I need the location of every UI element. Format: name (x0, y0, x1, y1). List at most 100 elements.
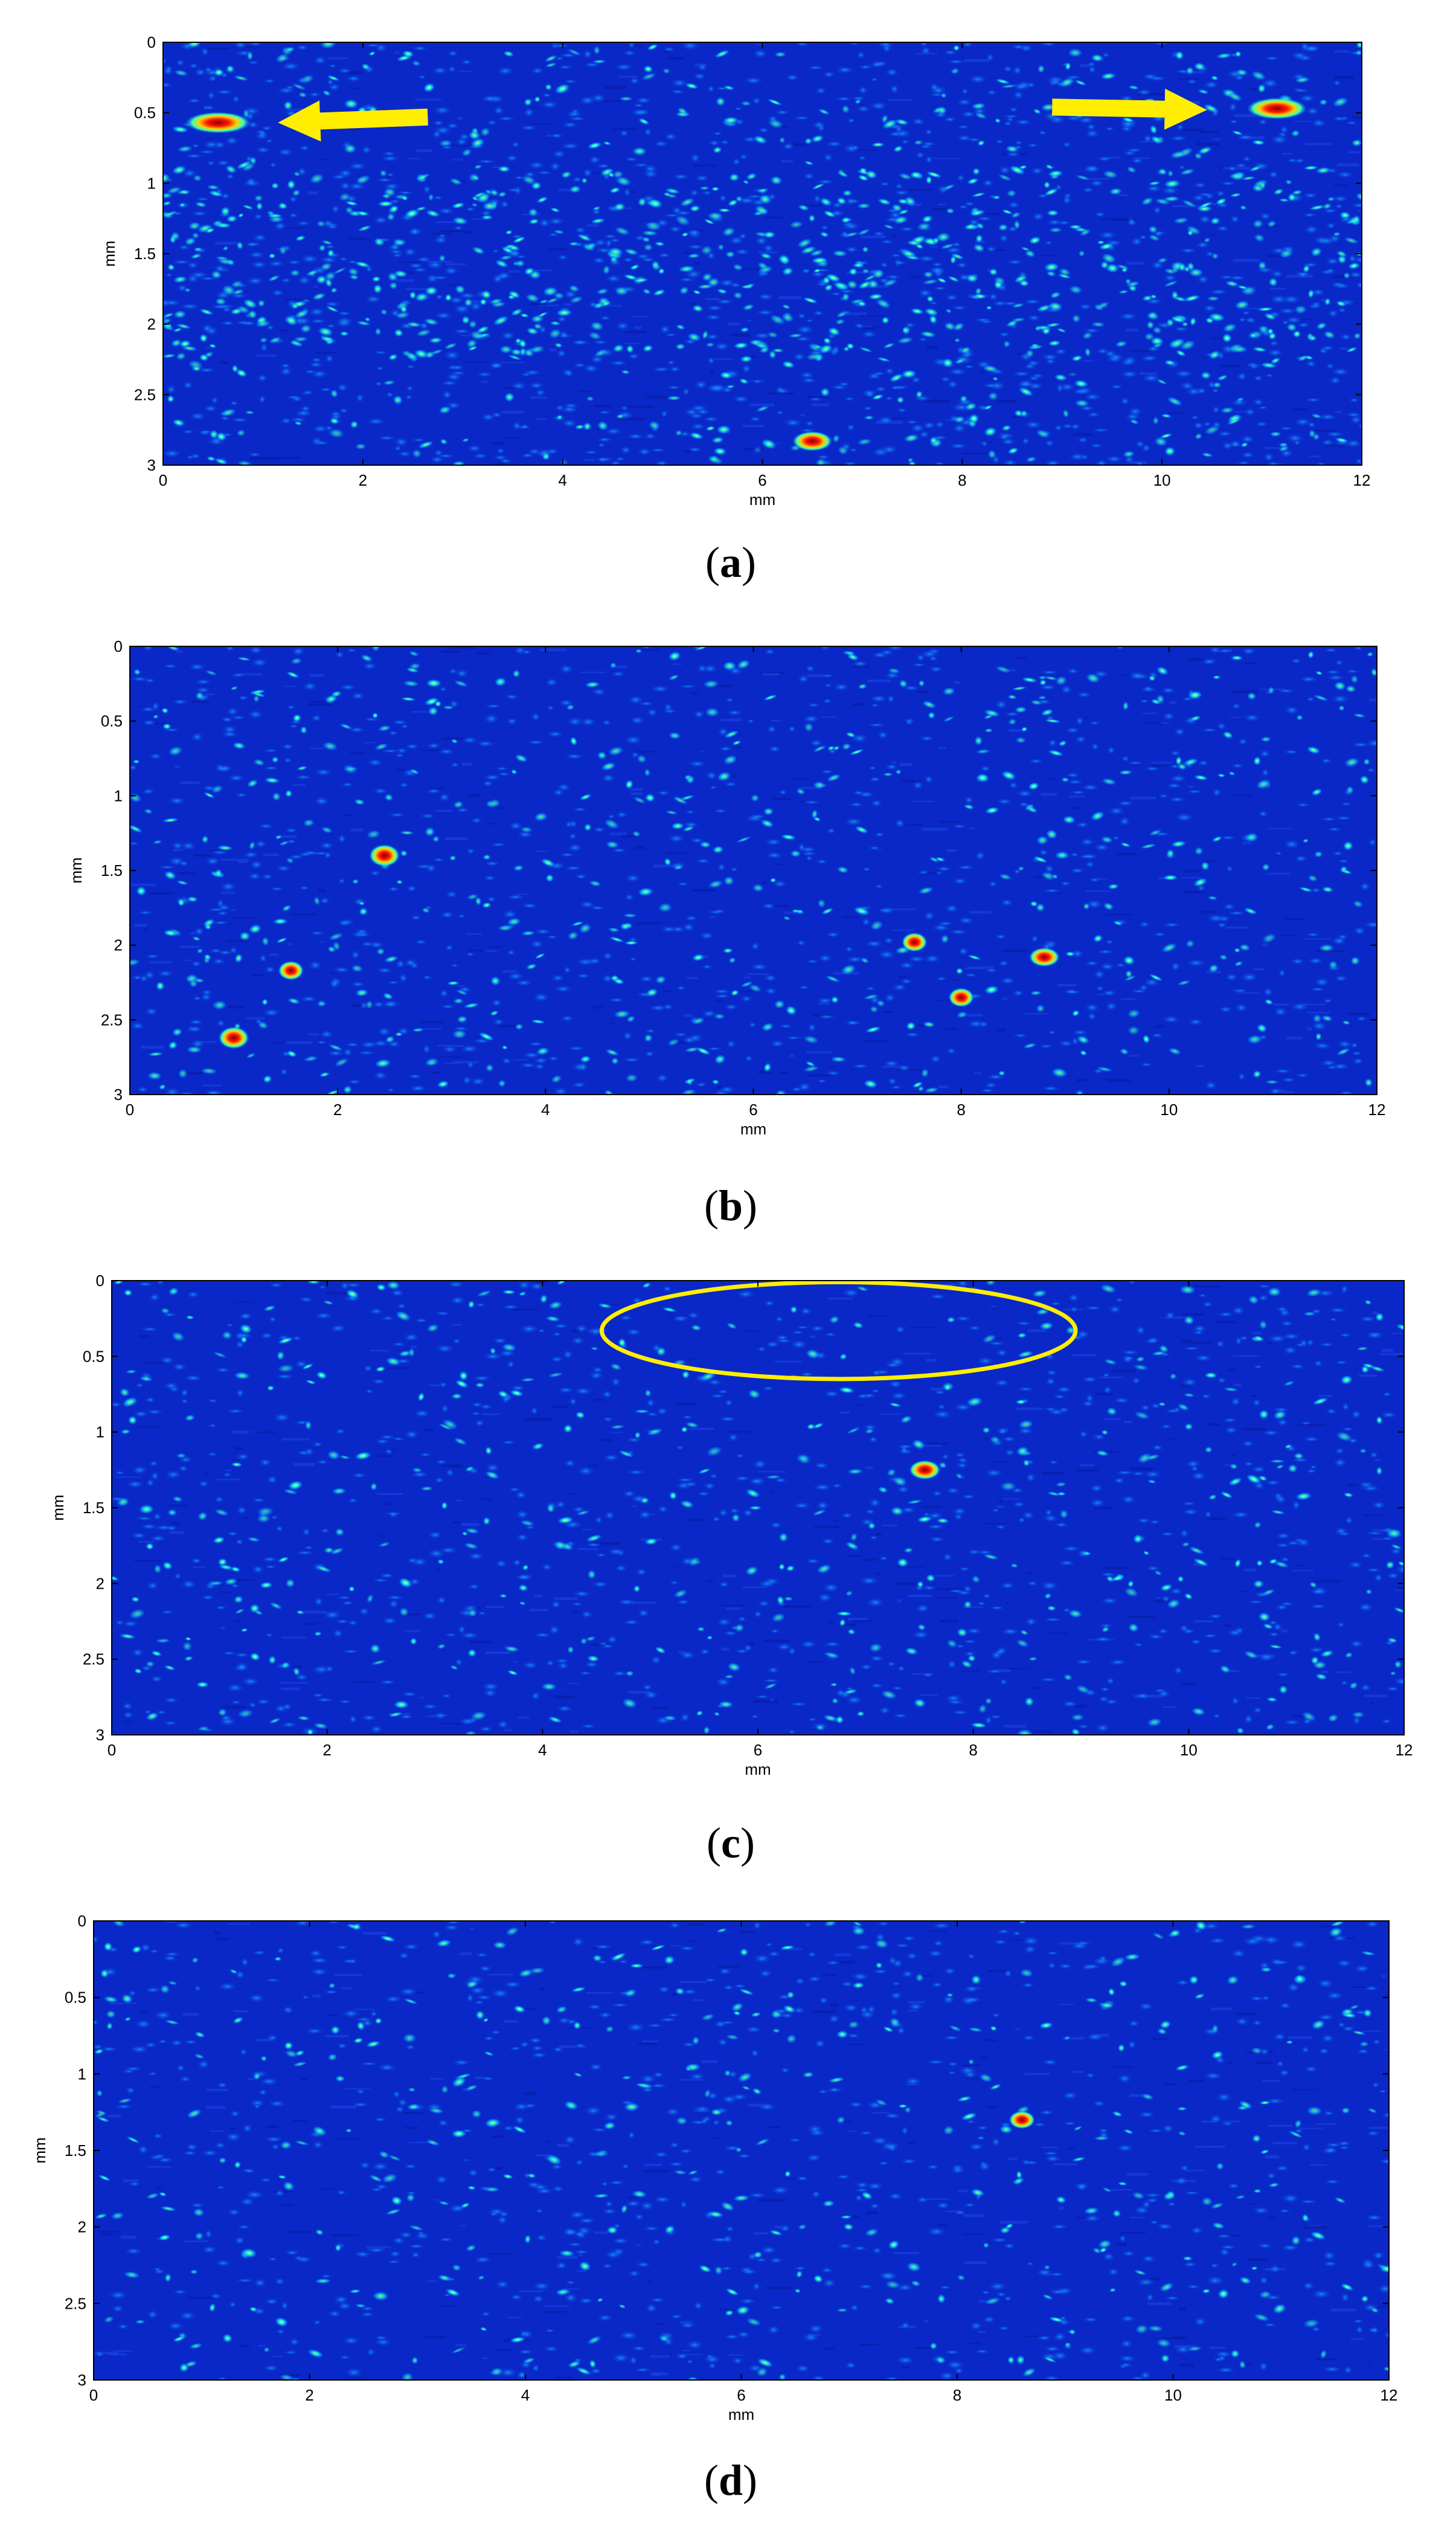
speckle (521, 902, 539, 909)
speckle (168, 1041, 178, 1050)
speckle (1307, 651, 1314, 659)
speckle (858, 280, 872, 289)
texture-streak (327, 1594, 340, 1595)
speckle (870, 77, 879, 82)
texture-streak (673, 1566, 677, 1569)
speckle (207, 1452, 218, 1456)
speckle (479, 1404, 493, 1410)
speckle (679, 286, 689, 295)
speckle (1253, 756, 1262, 766)
speckle (709, 1473, 718, 1479)
speckle (689, 432, 704, 440)
speckle (842, 461, 858, 465)
speckle (515, 260, 525, 268)
speckle (426, 742, 441, 749)
speckle (329, 1324, 347, 1333)
texture-streak (926, 1359, 937, 1362)
speckle (590, 355, 605, 364)
speckle (345, 1042, 361, 1047)
speckle (1310, 301, 1322, 308)
speckle (1351, 1051, 1362, 1056)
speckle (247, 42, 264, 48)
speckle (696, 1491, 711, 1496)
speckle (339, 331, 349, 336)
texture-streak (785, 143, 807, 147)
speckle (984, 426, 997, 437)
texture-streak (981, 370, 986, 373)
texture-streak (1368, 698, 1377, 701)
speckle (842, 1288, 861, 1298)
texture-streak (922, 1445, 942, 1447)
texture-streak (690, 303, 697, 306)
speckle (1141, 373, 1161, 383)
speckle (851, 660, 869, 667)
speckle (750, 963, 769, 971)
speckle (568, 116, 587, 121)
speckle (550, 133, 563, 139)
speckle (1257, 307, 1274, 312)
speckle (1112, 835, 1120, 840)
texture-streak (781, 159, 793, 162)
speckle (1327, 827, 1342, 832)
speckle (600, 1644, 615, 1649)
speckle (170, 231, 181, 241)
speckle (325, 1665, 335, 1673)
speckle (788, 725, 797, 733)
speckle (197, 367, 216, 373)
texture-streak (771, 720, 781, 722)
speckle (258, 1458, 272, 1467)
speckle (975, 287, 982, 295)
texture-streak (1003, 1498, 1020, 1500)
speckle (292, 83, 307, 91)
texture-streak (798, 204, 823, 207)
speckle (165, 272, 173, 277)
speckle (285, 790, 293, 798)
speckle (929, 1536, 945, 1543)
texture-streak (897, 1566, 925, 1568)
texture-streak (1107, 156, 1120, 159)
speckle (366, 830, 381, 839)
speckle (1365, 768, 1376, 773)
speckle (1321, 886, 1334, 893)
speckle (402, 50, 414, 58)
speckle (633, 796, 646, 804)
speckle (725, 697, 734, 703)
texture-streak (733, 746, 742, 748)
texture-streak (996, 1505, 1004, 1508)
speckle (1086, 673, 1100, 684)
texture-streak (618, 76, 638, 78)
texture-streak (293, 1463, 315, 1466)
speckle (389, 281, 398, 290)
speckle (1237, 1072, 1246, 1081)
speckle (798, 985, 809, 990)
speckle (159, 1356, 175, 1365)
speckle (409, 1084, 428, 1092)
speckle (1252, 1398, 1261, 1407)
speckle (609, 360, 629, 366)
speckle (1015, 119, 1032, 126)
speckle (911, 663, 926, 667)
texture-streak (1188, 785, 1194, 788)
speckle (662, 68, 670, 74)
texture-streak (441, 650, 458, 653)
speckle (644, 1034, 653, 1043)
speckle (504, 693, 519, 700)
speckle (1273, 188, 1284, 195)
speckle (1156, 1689, 1171, 1699)
speckle (760, 819, 774, 828)
speckle (1288, 193, 1297, 202)
speckle (644, 1050, 655, 1057)
speckle (1278, 198, 1290, 202)
speckle (466, 339, 478, 349)
speckle (932, 1410, 952, 1419)
speckle (1095, 459, 1108, 465)
speckle (645, 793, 655, 802)
speckle (842, 190, 853, 197)
speckle (1024, 249, 1036, 258)
texture-streak (191, 700, 208, 703)
speckle (1265, 1079, 1280, 1084)
speckle (474, 1419, 485, 1427)
speckle (180, 303, 200, 310)
speckle (755, 405, 770, 413)
speckle (880, 239, 894, 244)
